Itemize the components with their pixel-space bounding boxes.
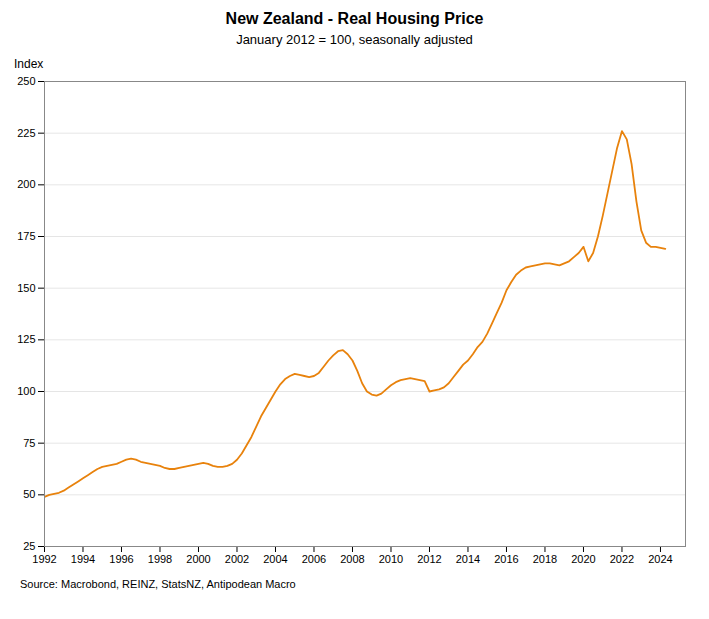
svg-text:2014: 2014 bbox=[456, 553, 480, 565]
svg-text:50: 50 bbox=[23, 488, 35, 500]
svg-text:25: 25 bbox=[23, 540, 35, 552]
svg-text:100: 100 bbox=[17, 385, 35, 397]
svg-text:1996: 1996 bbox=[109, 553, 133, 565]
svg-text:2000: 2000 bbox=[186, 553, 210, 565]
svg-text:150: 150 bbox=[17, 282, 35, 294]
svg-text:2022: 2022 bbox=[610, 553, 634, 565]
svg-text:2018: 2018 bbox=[533, 553, 557, 565]
html-text:Source: Macrobond, REINZ, Stat: Source: Macrobond, REINZ, StatsNZ, Antip… bbox=[20, 578, 296, 590]
svg-text:1992: 1992 bbox=[32, 553, 56, 565]
svg-text:2008: 2008 bbox=[340, 553, 364, 565]
html-text:Index: Index bbox=[14, 57, 44, 71]
svg-text:2020: 2020 bbox=[571, 553, 595, 565]
svg-text:2012: 2012 bbox=[417, 553, 441, 565]
html-text:New Zealand - Real Housing Pri: New Zealand - Real Housing Price bbox=[225, 10, 484, 27]
svg-text:2004: 2004 bbox=[263, 553, 287, 565]
svg-text:1994: 1994 bbox=[71, 553, 95, 565]
svg-text:1998: 1998 bbox=[148, 553, 172, 565]
html-text:January 2012 = 100, seasonally: January 2012 = 100, seasonally adjusted bbox=[236, 32, 473, 47]
svg-text:175: 175 bbox=[17, 230, 35, 242]
svg-text:2002: 2002 bbox=[225, 553, 249, 565]
svg-text:200: 200 bbox=[17, 178, 35, 190]
svg-text:2010: 2010 bbox=[379, 553, 403, 565]
svg-text:2024: 2024 bbox=[648, 553, 672, 565]
svg-text:225: 225 bbox=[17, 127, 35, 139]
svg-text:2016: 2016 bbox=[494, 553, 518, 565]
svg-text:250: 250 bbox=[17, 75, 35, 87]
svg-text:2006: 2006 bbox=[302, 553, 326, 565]
svg-text:125: 125 bbox=[17, 333, 35, 345]
svg-text:75: 75 bbox=[23, 437, 35, 449]
